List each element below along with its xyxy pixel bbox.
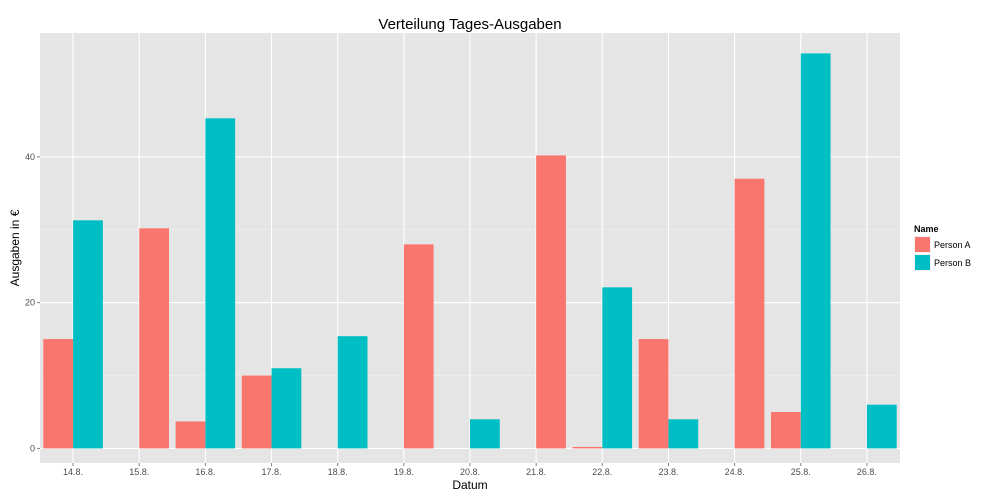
x-tick-label: 22.8. (592, 467, 612, 477)
bar-person-b (470, 419, 500, 449)
x-tick-label: 17.8. (262, 467, 282, 477)
y-axis-title: Ausgaben in € (8, 209, 22, 286)
x-tick-label: 26.8. (857, 467, 877, 477)
axis-ticks: 14.8. 15.8. 16.8. 17.8. 18.8. 19.8. 20.8. 21.8.… (25, 152, 877, 477)
x-tick-label: 19.8. (394, 467, 414, 477)
bar-person-a (139, 228, 169, 449)
x-tick-label: 25.8. (791, 467, 811, 477)
y-tick-label: 0 (30, 443, 35, 453)
y-tick-label: 40 (25, 152, 35, 162)
bar-person-b (668, 419, 699, 449)
x-tick-label: 15.8. (129, 467, 149, 477)
y-tick-label: 20 (25, 298, 35, 308)
legend-items: Person A Person B (914, 236, 971, 271)
x-tick-label: 20.8. (460, 467, 480, 477)
x-tick-label: 23.8. (658, 467, 678, 477)
bar-person-a (43, 339, 74, 449)
bar-person-b (602, 287, 633, 449)
legend-label: Person B (934, 258, 971, 268)
bar-person-b (337, 336, 368, 449)
x-tick-label: 21.8. (526, 467, 546, 477)
bars (43, 53, 897, 449)
bar-person-a (638, 339, 669, 449)
x-tick-label: 24.8. (725, 467, 745, 477)
x-axis-title: Datum (452, 478, 487, 492)
legend-label: Person A (934, 240, 971, 250)
x-tick-label: 16.8. (195, 467, 215, 477)
bar-person-b (866, 404, 897, 449)
bar-person-a (734, 178, 765, 449)
legend-swatch (915, 237, 930, 252)
bar-person-a (241, 375, 272, 449)
legend: Name Person A Person B (914, 224, 971, 271)
legend-title: Name (914, 224, 939, 234)
chart-title: Verteilung Tages-Ausgaben (378, 16, 561, 33)
bar-person-a (572, 446, 603, 449)
x-tick-label: 14.8. (63, 467, 83, 477)
bar-person-a (403, 244, 434, 449)
legend-swatch (915, 255, 930, 270)
bar-person-a (771, 411, 801, 449)
bar-person-a (536, 155, 566, 449)
x-tick-label: 18.8. (328, 467, 348, 477)
bar-person-a (175, 421, 206, 449)
bar-person-b (205, 118, 236, 449)
bar-person-b (73, 220, 103, 449)
bar-person-b (800, 53, 831, 449)
bar-person-b (271, 368, 302, 449)
